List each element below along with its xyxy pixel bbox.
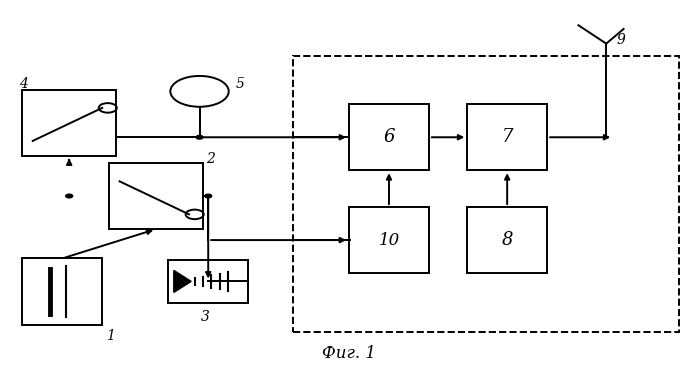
Circle shape: [196, 135, 203, 139]
Text: 6: 6: [383, 128, 395, 146]
Bar: [109, 163, 203, 229]
Bar: [22, 90, 116, 156]
Text: 1: 1: [105, 329, 114, 343]
Text: 9: 9: [616, 33, 625, 47]
Bar: [22, 258, 102, 324]
Text: Фиг. 1: Фиг. 1: [322, 346, 376, 363]
Bar: [467, 104, 547, 170]
Bar: [293, 57, 679, 332]
Text: 4: 4: [19, 77, 28, 91]
Text: 7: 7: [501, 128, 513, 146]
Bar: [168, 260, 248, 303]
Bar: [349, 207, 429, 273]
Bar: [467, 207, 547, 273]
Circle shape: [205, 194, 211, 198]
Text: 10: 10: [378, 232, 399, 249]
Text: 3: 3: [201, 310, 210, 324]
Bar: [349, 104, 429, 170]
Polygon shape: [174, 270, 191, 292]
Text: 2: 2: [207, 152, 216, 166]
Circle shape: [66, 194, 73, 198]
Text: 8: 8: [501, 231, 513, 249]
Text: 5: 5: [236, 77, 244, 91]
